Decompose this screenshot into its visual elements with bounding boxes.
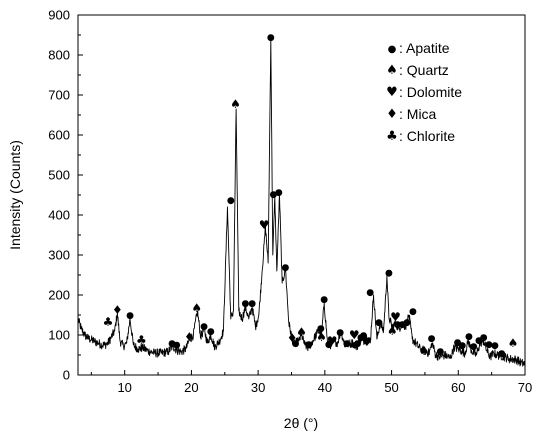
- apatite-marker: ●: [267, 33, 275, 43]
- apatite-marker: ●: [305, 340, 313, 350]
- apatite-marker: ●: [375, 318, 383, 328]
- legend: ●: Apatite♠: Quartz♥: Dolomite♦: Mica♣: …: [386, 40, 462, 144]
- apatite-marker: ●: [227, 196, 235, 206]
- apatite-marker: ●: [173, 341, 181, 351]
- quartz-marker: ♠: [316, 330, 327, 344]
- y-tick-label: 600: [48, 128, 70, 143]
- apatite-marker: ●: [270, 190, 278, 200]
- apatite-marker: ●: [354, 339, 362, 349]
- legend-label: : Mica: [399, 106, 437, 122]
- quartz-marker: ♠: [387, 324, 398, 338]
- apatite-marker: ●: [458, 341, 466, 351]
- apatite-marker: ●: [409, 307, 417, 317]
- apatite-marker: ●: [385, 269, 393, 279]
- legend-label: : Chlorite: [399, 128, 455, 144]
- apatite-marker: ●: [200, 322, 208, 332]
- legend-label: : Dolomite: [399, 84, 462, 100]
- legend-marker: ♠: [386, 63, 398, 78]
- y-tick-label: 0: [63, 368, 70, 383]
- legend-marker: ♣: [386, 129, 398, 144]
- apatite-marker: ●: [242, 299, 250, 309]
- apatite-marker: ●: [360, 331, 368, 341]
- quartz-marker: ♠: [419, 344, 430, 358]
- legend-marker: ♦: [386, 107, 398, 122]
- y-tick-label: 500: [48, 168, 70, 183]
- y-tick-label: 300: [48, 248, 70, 263]
- quartz-marker: ♠: [191, 301, 202, 315]
- apatite-marker: ●: [485, 340, 493, 350]
- apatite-marker: ●: [207, 327, 215, 337]
- x-tick-label: 30: [251, 380, 265, 395]
- x-tick-label: 40: [318, 380, 332, 395]
- y-tick-label: 200: [48, 288, 70, 303]
- y-tick-label: 900: [48, 8, 70, 23]
- apatite-marker: ●: [168, 339, 176, 349]
- apatite-marker: ●: [436, 347, 444, 357]
- dolomite-marker: ♥: [327, 334, 338, 348]
- chlorite-marker: ♣: [136, 333, 147, 347]
- apatite-marker: ●: [403, 318, 411, 328]
- x-tick-label: 50: [384, 380, 398, 395]
- apatite-marker: ●: [480, 333, 488, 343]
- chlorite-marker: ♣: [103, 315, 114, 329]
- apatite-marker: ●: [428, 334, 436, 344]
- dolomite-marker: ♥: [259, 218, 270, 232]
- apatite-marker: ●: [465, 332, 473, 342]
- x-tick-label: 20: [184, 380, 198, 395]
- legend-label: : Apatite: [399, 40, 450, 56]
- quartz-marker: ♠: [296, 325, 307, 339]
- apatite-marker: ●: [498, 349, 506, 359]
- x-tick-label: 10: [117, 380, 131, 395]
- apatite-marker: ●: [317, 324, 325, 334]
- apatite-marker: ●: [398, 320, 406, 330]
- apatite-marker: ●: [366, 288, 374, 298]
- y-axis-ticks: 0 100 200 300 400 500 600 700 800 900: [48, 8, 83, 383]
- apatite-marker: ●: [275, 188, 283, 198]
- apatite-marker: ●: [394, 320, 402, 330]
- apatite-marker: ●: [336, 328, 344, 338]
- apatite-marker: ●: [357, 333, 365, 343]
- x-tick-label: 60: [451, 380, 465, 395]
- plot-frame: [77, 14, 526, 376]
- apatite-marker: ●: [325, 340, 333, 350]
- y-tick-label: 800: [48, 48, 70, 63]
- y-tick-label: 700: [48, 88, 70, 103]
- apatite-marker: ●: [475, 336, 483, 346]
- apatite-marker: ●: [248, 299, 256, 309]
- quartz-marker: ♠: [230, 97, 241, 111]
- apatite-marker: ●: [343, 339, 351, 349]
- apatite-marker: ●: [454, 338, 462, 348]
- apatite-marker: ●: [491, 341, 499, 351]
- dolomite-marker: ♥: [361, 335, 372, 349]
- diffraction-series-line: [77, 38, 526, 367]
- legend-marker: ●: [388, 44, 397, 55]
- dolomite-marker: ♥: [390, 310, 401, 324]
- legend-label: : Quartz: [399, 62, 449, 78]
- y-tick-label: 100: [48, 328, 70, 343]
- y-axis-label: Intensity (Counts): [7, 140, 23, 250]
- mica-marker: ♦: [184, 330, 195, 344]
- x-axis-ticks: 10 20 30 40 50 60 70: [90, 370, 532, 395]
- dolomite-marker: ♥: [349, 328, 360, 342]
- y-tick-label: 400: [48, 208, 70, 223]
- legend-marker: ♥: [386, 85, 398, 100]
- apatite-marker: ●: [126, 311, 134, 321]
- apatite-marker: ●: [470, 342, 478, 352]
- apatite-marker: ●: [292, 339, 300, 349]
- mica-marker: ♦: [287, 331, 298, 345]
- peak-annotations: ♣♦ ●♣ ●●♦♠●●●♠●●♥●●●●♦●♠●●♠●●♥●●♥●●●♥●●●♠♥…: [103, 33, 519, 359]
- apatite-marker: ●: [282, 263, 290, 273]
- quartz-marker: ♠: [508, 336, 519, 350]
- apatite-marker: ●: [320, 295, 328, 305]
- x-axis-label: 2θ (°): [284, 415, 318, 431]
- x-tick-label: 70: [518, 380, 532, 395]
- mica-marker: ♦: [112, 303, 123, 317]
